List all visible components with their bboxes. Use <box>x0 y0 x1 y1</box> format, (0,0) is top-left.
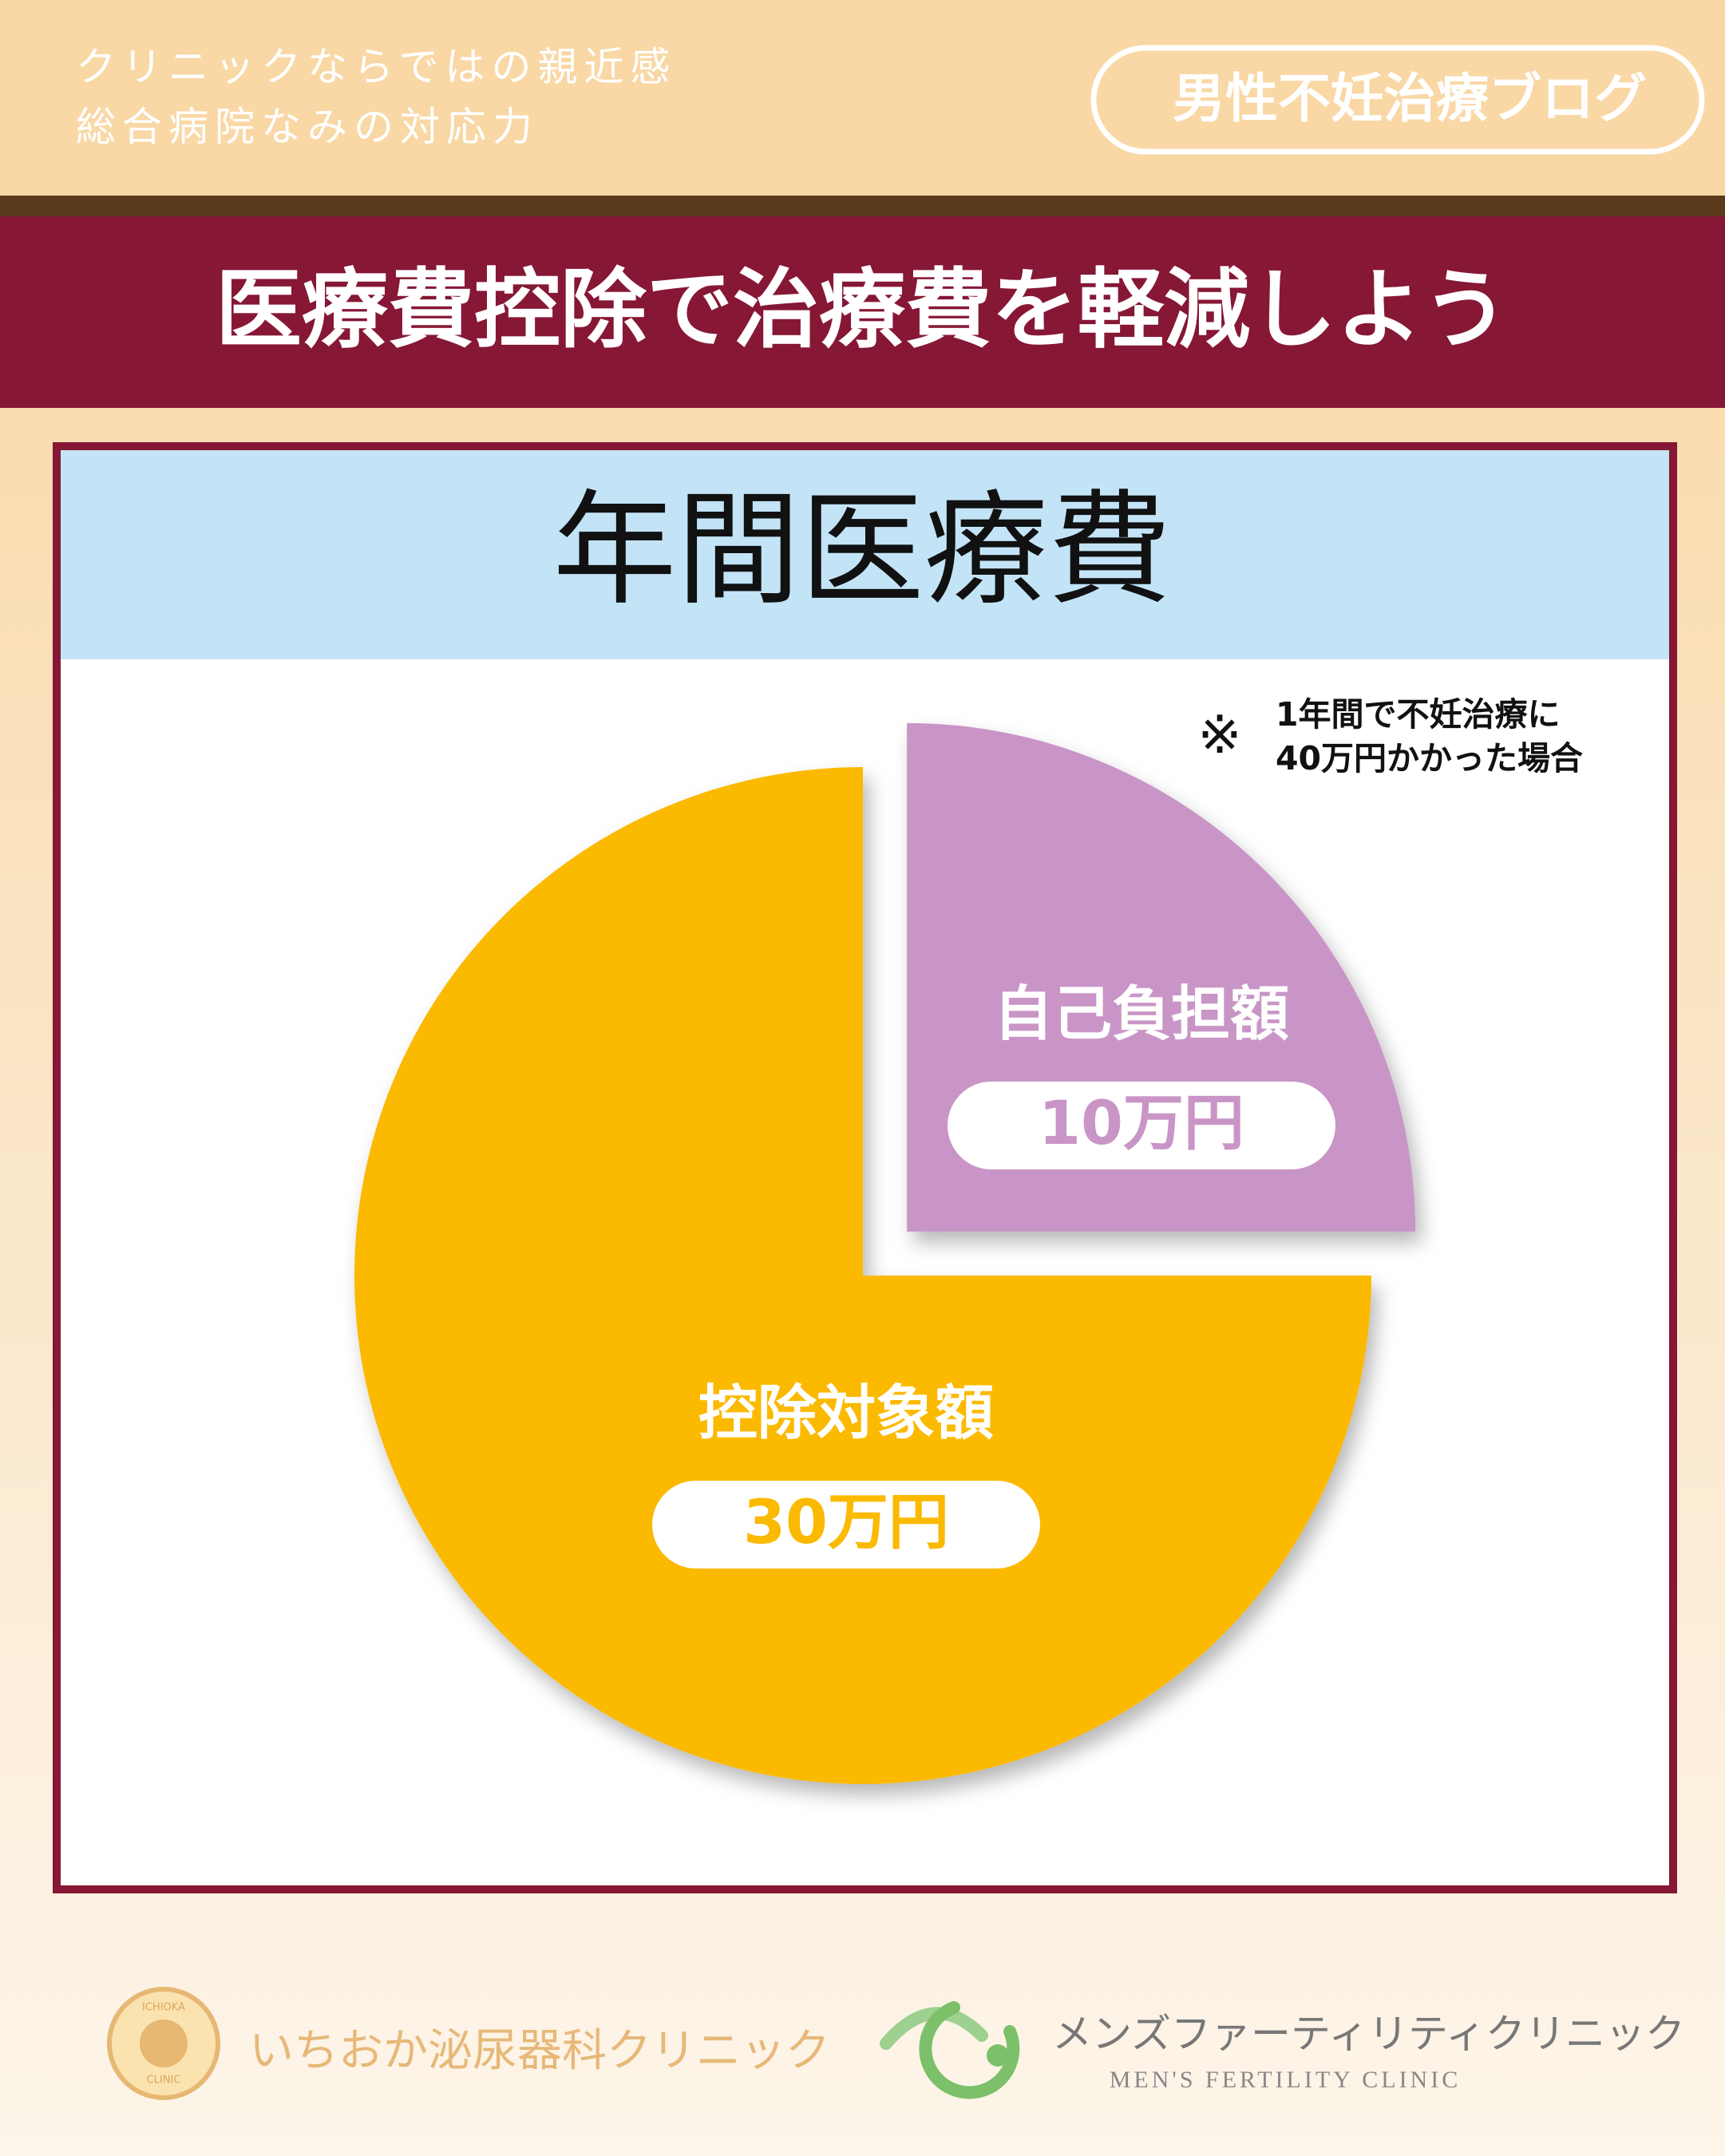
header-band <box>0 0 1725 196</box>
clinic-name: いちおか泌尿器科クリニック <box>249 2025 830 2077</box>
title-band <box>0 216 1725 408</box>
pie-labels: 控除対象額 30万円 自己負担額 10万円 <box>652 980 1335 1569</box>
value-pill <box>948 1082 1335 1169</box>
tagline: クリニックならではの親近感 <box>76 44 677 90</box>
slice-category: 自己負担額 <box>994 980 1289 1049</box>
annotation-mark: ※ <box>1197 704 1241 765</box>
annotation: 1年間で不妊治療に <box>1276 695 1561 734</box>
emblem-text: ICHIOKA <box>142 2002 185 2014</box>
logo-dot <box>987 2044 1009 2067</box>
value-label: 10万円 <box>1039 1087 1244 1158</box>
title: 医療費控除で治療費を軽減しよう <box>216 260 1509 360</box>
emblem-text: CLINIC <box>147 2075 181 2087</box>
logo-swirl <box>919 2001 1020 2099</box>
chart-title: 年間医療費 <box>553 477 1172 622</box>
value-pill <box>652 1481 1040 1569</box>
emblem-core <box>140 2020 188 2067</box>
slice-category: 控除対象額 <box>698 1379 994 1448</box>
tagline: 総合病院なみの対応力 <box>76 104 539 150</box>
clinic-name-en: MEN'S FERTILITY CLINIC <box>1110 2067 1461 2093</box>
value-label: 30万円 <box>743 1486 949 1557</box>
clinic-name: メンズファーティリティクリニック <box>1052 2011 1685 2057</box>
badge: 男性不妊治療ブログ <box>1173 68 1647 129</box>
badge-outline <box>1090 45 1705 155</box>
divider <box>0 196 1725 216</box>
pie-slice <box>354 767 1371 1784</box>
annotation: 40万円かかった場合 <box>1276 739 1583 777</box>
panel-header <box>61 450 1669 659</box>
